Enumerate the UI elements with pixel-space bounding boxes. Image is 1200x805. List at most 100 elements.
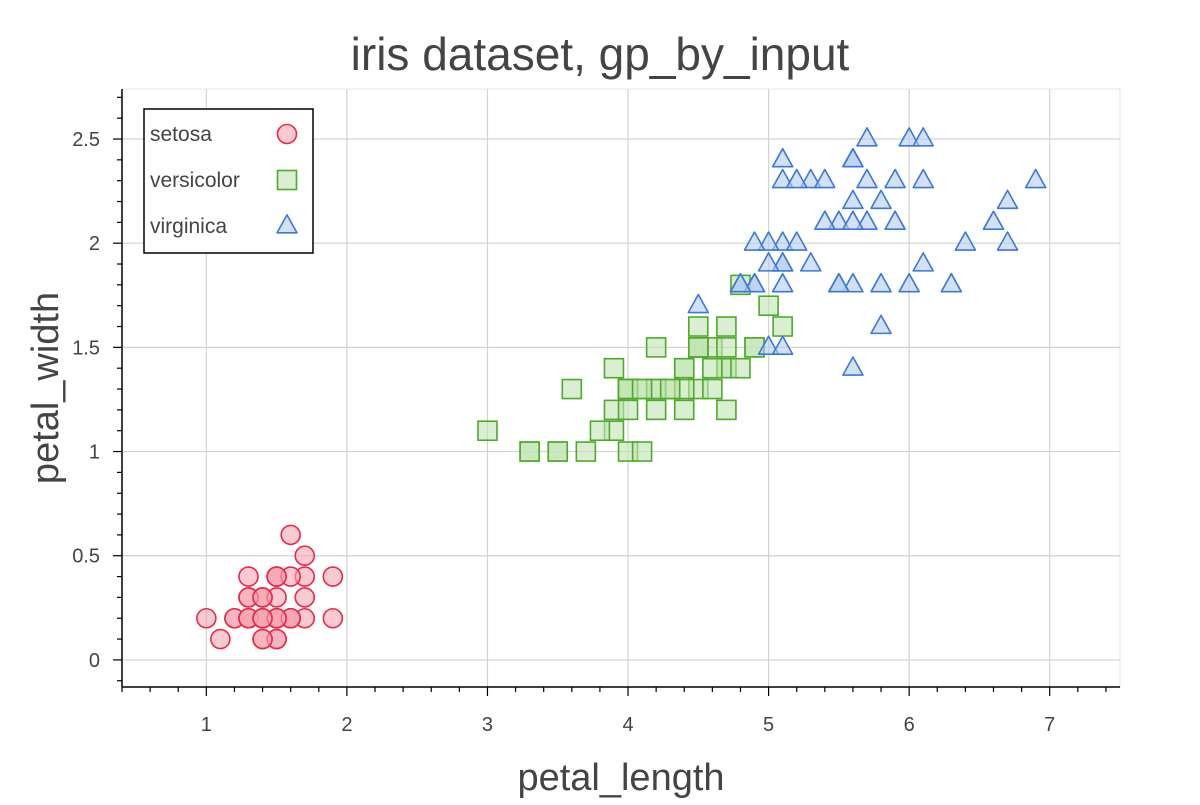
virginica-point [757, 335, 780, 356]
versicolor-point [702, 357, 723, 379]
virginica-point [757, 231, 780, 251]
versicolor-point [547, 441, 569, 462]
virginica-point [814, 210, 836, 230]
setosa-point [252, 587, 273, 608]
virginica-point [870, 272, 892, 293]
virginica-point [771, 147, 794, 168]
setosa-point [294, 587, 316, 608]
legend-label-virginica: virginica [150, 215, 227, 238]
setosa-point [294, 545, 316, 567]
series-versicolor [477, 274, 793, 462]
virginica-point [785, 231, 808, 251]
x-tick-label: 2 [341, 714, 352, 736]
y-tick-label: 2.5 [72, 129, 100, 151]
virginica-point [757, 252, 780, 272]
virginica-point [842, 356, 864, 376]
versicolor-point [716, 399, 737, 421]
legend-marker-virginica [276, 214, 298, 234]
legend-marker-versicolor [276, 169, 298, 191]
virginica-point [771, 252, 794, 272]
x-tick-label: 7 [1044, 714, 1055, 736]
virginica-point [1024, 168, 1047, 189]
versicolor-point [772, 316, 793, 337]
legend-marker-setosa [276, 123, 298, 145]
series-virginica [687, 127, 1047, 376]
versicolor-point [631, 378, 653, 400]
setosa-point [196, 607, 217, 629]
versicolor-point [730, 357, 751, 379]
data-points [196, 127, 1047, 650]
setosa-point [280, 524, 301, 546]
setosa-point [266, 566, 287, 587]
virginica-point [912, 168, 935, 189]
legend-label-setosa: setosa [150, 123, 212, 146]
virginica-point [799, 252, 822, 272]
virginica-point [771, 231, 794, 251]
setosa-point [210, 628, 231, 650]
x-tick-label: 6 [904, 714, 915, 736]
virginica-point [982, 210, 1005, 230]
versicolor-point [645, 399, 667, 421]
versicolor-point [589, 420, 611, 442]
virginica-point [870, 189, 892, 210]
versicolor-point [631, 441, 653, 462]
virginica-point [856, 210, 878, 230]
virginica-point [940, 272, 963, 293]
virginica-point [856, 168, 878, 189]
chart-title: iris dataset, gp_by_input [351, 28, 850, 80]
versicolor-point [688, 316, 709, 337]
y-tick-label: 1.5 [72, 337, 100, 359]
y-axis-label: petal_width [25, 292, 67, 484]
setosa-point [252, 628, 273, 650]
setosa-point [322, 607, 344, 629]
legend: setosa versicolor virginica [143, 108, 314, 254]
virginica-point [856, 127, 878, 147]
virginica-point [898, 272, 920, 293]
virginica-point [842, 147, 864, 168]
virginica-point [870, 314, 892, 335]
legend-label-versicolor: versicolor [150, 169, 240, 192]
virginica-point [729, 272, 752, 293]
series-setosa [196, 524, 344, 650]
y-tick-label: 0.5 [72, 546, 100, 568]
y-tick-label: 2 [89, 233, 100, 255]
virginica-point [954, 231, 977, 251]
virginica-point [743, 272, 766, 293]
virginica-point [771, 168, 794, 189]
x-tick-label: 3 [482, 714, 493, 736]
versicolor-point [575, 441, 597, 462]
virginica-point [814, 168, 836, 189]
virginica-point [884, 168, 906, 189]
versicolor-point [645, 337, 667, 358]
setosa-point [252, 607, 273, 629]
virginica-point [842, 210, 864, 230]
versicolor-point [477, 420, 498, 442]
virginica-point [687, 293, 710, 314]
x-tick-label: 4 [622, 714, 633, 736]
versicolor-point [561, 378, 583, 400]
virginica-point [799, 168, 822, 189]
x-axis-label: petal_length [517, 757, 724, 799]
virginica-point [884, 210, 906, 230]
y-tick-label: 1 [89, 442, 100, 464]
versicolor-point [758, 295, 779, 316]
axes: 1 2 3 4 5 6 7 0 0.5 1 1.5 2 2.5 [72, 89, 1120, 736]
versicolor-point [716, 337, 737, 358]
versicolor-point [688, 337, 709, 358]
virginica-point [898, 127, 920, 147]
versicolor-point [702, 378, 723, 400]
versicolor-point [673, 357, 695, 379]
virginica-point [785, 168, 808, 189]
versicolor-point [617, 399, 639, 421]
virginica-point [996, 189, 1019, 210]
virginica-point [912, 127, 935, 147]
virginica-point [842, 272, 864, 293]
virginica-point [912, 252, 935, 272]
y-tick-label: 0 [89, 650, 100, 672]
setosa-point [322, 566, 344, 587]
virginica-point [996, 231, 1019, 251]
virginica-point [771, 335, 794, 356]
x-tick-label: 5 [763, 714, 774, 736]
virginica-point [828, 210, 850, 230]
virginica-point [743, 231, 766, 251]
